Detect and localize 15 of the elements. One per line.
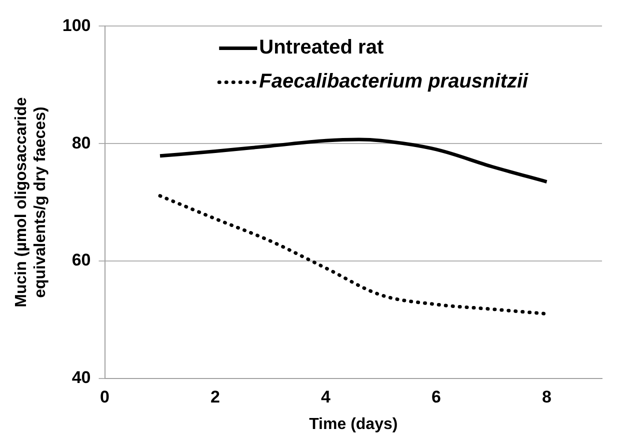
y-tick-label: 100 [62, 16, 91, 35]
line-series [158, 194, 548, 316]
legend-label: Untreated rat [259, 36, 384, 59]
x-tick-label: 0 [100, 387, 110, 406]
line-series [158, 138, 548, 184]
x-axis-title: Time (days) [309, 416, 398, 433]
x-tick-label: 6 [432, 387, 441, 406]
y-tick-label: 40 [72, 368, 91, 388]
x-tick-label: 2 [210, 387, 220, 406]
y-tick-label: 80 [72, 133, 91, 152]
x-tick-label: 4 [321, 387, 332, 406]
legend-label: Faecalibacterium prausnitzii [259, 70, 529, 93]
x-tick-label: 8 [542, 387, 552, 406]
y-tick-label: 60 [72, 250, 91, 270]
y-axis-title: Mucin (µmol oligosaccaride equivalents/g dry faeces) [13, 97, 50, 308]
